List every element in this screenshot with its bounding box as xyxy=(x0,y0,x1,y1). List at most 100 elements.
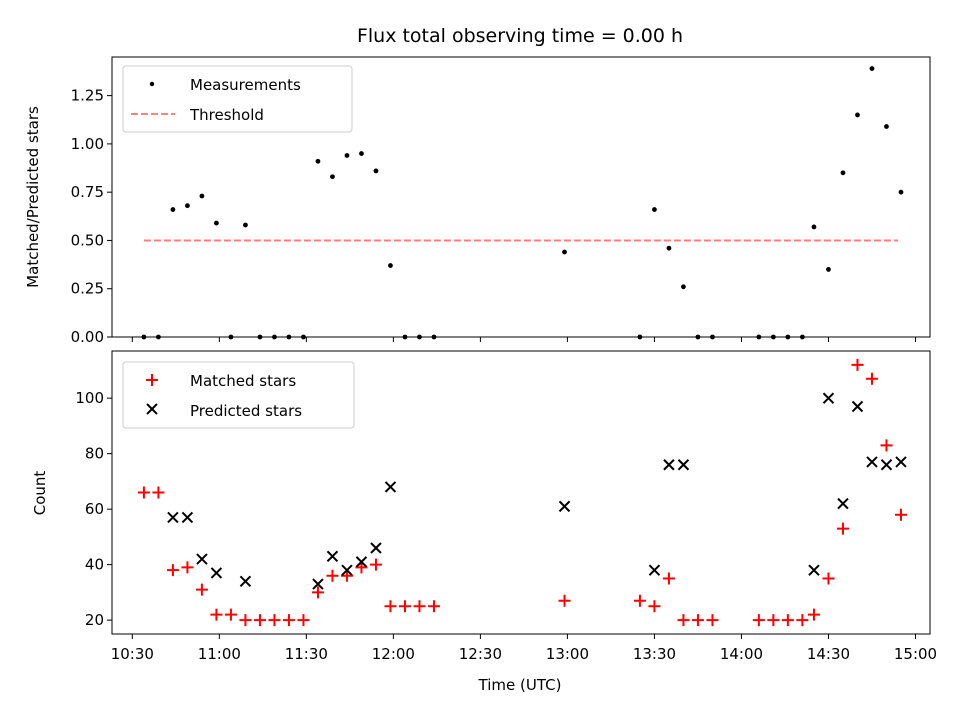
measurement-point xyxy=(562,249,567,255)
predicted-point xyxy=(326,550,339,563)
matched-point xyxy=(633,594,646,607)
matched-point xyxy=(706,614,719,627)
matched-point xyxy=(326,569,339,582)
measurement-point xyxy=(199,193,205,199)
x-tick-label: 14:30 xyxy=(807,645,850,663)
y-tick-label: 1.00 xyxy=(71,135,104,153)
matched-point xyxy=(880,439,893,452)
y-tick-label: 0.00 xyxy=(71,328,104,346)
ratio-panel-ylabel: Matched/Predicted stars xyxy=(24,106,42,288)
matched-point xyxy=(427,600,440,613)
count-marks xyxy=(137,358,907,627)
predicted-point xyxy=(648,564,661,576)
y-tick-label: 1.25 xyxy=(71,87,104,105)
measurement-point xyxy=(681,284,686,290)
matched-point xyxy=(340,569,353,582)
matched-point xyxy=(865,372,878,385)
predicted-point xyxy=(210,567,223,579)
count-legend: Matched stars Predicted stars xyxy=(122,361,355,429)
matched-point xyxy=(836,522,849,535)
x-tick-label: 12:30 xyxy=(459,645,502,663)
matched-point xyxy=(413,600,426,613)
predicted-point xyxy=(181,511,194,524)
ratio-panel: Matched/Predicted stars 0.00 0.25 0.50 0.75… xyxy=(24,56,931,346)
x-tick-label: 12:00 xyxy=(372,645,415,663)
measurement-point xyxy=(330,174,335,180)
matched-point xyxy=(210,608,223,621)
measurement-point xyxy=(756,334,762,340)
matched-point xyxy=(398,600,411,613)
x-tick-label: 11:00 xyxy=(198,645,241,663)
measurement-point xyxy=(373,168,379,174)
x-tick-label: 14:00 xyxy=(720,645,763,663)
matched-point xyxy=(894,508,907,521)
predicted-point xyxy=(866,456,878,468)
matched-point xyxy=(851,358,864,371)
measurement-point xyxy=(243,222,248,228)
measurement-point xyxy=(431,334,437,340)
matched-point xyxy=(282,614,295,627)
matched-point xyxy=(781,614,794,627)
matched-point xyxy=(796,614,809,627)
measurement-point xyxy=(811,224,817,230)
measurement-point xyxy=(666,245,672,251)
measurement-point xyxy=(185,203,190,209)
x-tick-label: 11:30 xyxy=(285,645,328,663)
matched-point xyxy=(767,614,780,627)
predicted-point xyxy=(895,456,907,468)
matched-point xyxy=(677,614,690,627)
measurement-point xyxy=(156,334,161,340)
legend-predicted-marker xyxy=(146,403,158,415)
matched-point xyxy=(558,594,571,607)
predicted-point xyxy=(384,481,397,493)
matched-point xyxy=(181,561,194,574)
y-tick-label: 0.50 xyxy=(71,231,104,249)
count-panel-frame xyxy=(111,350,931,635)
matched-point xyxy=(369,558,382,571)
measurement-point xyxy=(637,334,643,340)
measurement-point xyxy=(272,334,277,340)
matched-point xyxy=(137,486,150,499)
count-panel-xlabel: Time (UTC) xyxy=(478,676,562,694)
measurement-point xyxy=(141,334,147,340)
y-tick-label: 0.75 xyxy=(71,183,104,201)
matched-point xyxy=(807,608,820,621)
y-tick-label: 100 xyxy=(75,389,104,407)
predicted-point xyxy=(341,564,353,576)
measurement-point xyxy=(884,124,889,129)
measurement-point xyxy=(840,170,846,176)
predicted-point xyxy=(239,575,252,587)
measurement-point xyxy=(695,334,701,340)
measurement-point xyxy=(710,334,715,340)
ratio-legend: Measurements Threshold xyxy=(122,65,353,133)
y-tick-label: 60 xyxy=(85,500,104,518)
chart-title: Flux total observing time = 0.00 h xyxy=(357,25,683,47)
y-tick-label: 80 xyxy=(85,445,104,463)
measurement-point xyxy=(301,334,306,340)
measurement-point xyxy=(855,112,860,118)
predicted-point xyxy=(822,392,835,404)
measurement-point xyxy=(402,334,408,340)
x-tick-label: 13:00 xyxy=(546,645,589,663)
predicted-point xyxy=(663,459,675,471)
measurement-point xyxy=(898,189,904,195)
measurement-point xyxy=(417,334,422,340)
measurement-point xyxy=(214,220,219,226)
matched-point xyxy=(195,583,208,596)
predicted-point xyxy=(677,459,690,471)
x-tick-label: 10:30 xyxy=(111,645,154,663)
measurement-point xyxy=(359,151,364,156)
matched-point xyxy=(311,586,324,599)
predicted-point xyxy=(355,556,368,568)
measurement-point xyxy=(344,153,350,158)
predicted-point xyxy=(837,497,849,510)
count-y-ticks: 20 40 60 80 100 xyxy=(75,389,112,629)
matched-point xyxy=(268,614,281,627)
predicted-point xyxy=(196,553,208,565)
matched-point xyxy=(752,614,765,627)
predicted-point xyxy=(851,400,864,413)
matched-point xyxy=(224,608,237,621)
matched-point xyxy=(355,561,368,574)
